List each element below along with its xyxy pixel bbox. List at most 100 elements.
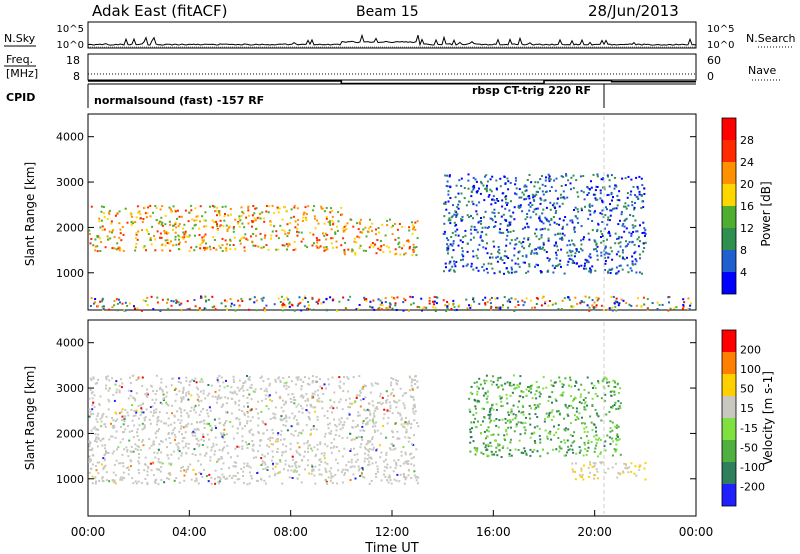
power-point xyxy=(387,246,390,249)
velocity-point xyxy=(203,419,206,422)
power-point xyxy=(594,193,597,196)
power-point xyxy=(239,239,241,242)
power-point xyxy=(119,232,122,235)
power-point xyxy=(505,219,508,222)
velocity-point xyxy=(318,400,321,403)
velocity-point xyxy=(371,443,374,446)
power-point xyxy=(542,241,545,244)
velocity-point xyxy=(170,423,173,426)
power-point xyxy=(529,205,532,208)
power-point xyxy=(384,301,387,303)
date-title: 28/Jun/2013 xyxy=(588,2,679,20)
velocity-point xyxy=(349,479,352,481)
power-point xyxy=(494,297,497,300)
velocity-point xyxy=(343,473,346,476)
velocity-point xyxy=(181,440,184,443)
velocity-point xyxy=(395,461,398,464)
velocity-point xyxy=(99,439,102,442)
power-point xyxy=(584,262,586,265)
velocity-point xyxy=(177,418,180,421)
power-point xyxy=(268,205,271,208)
noise-left-tick-bottom: 10^0 xyxy=(57,40,84,51)
velocity-point xyxy=(338,376,341,379)
velocity-point xyxy=(603,376,606,379)
velocity-point xyxy=(264,397,267,400)
velocity-point xyxy=(385,401,388,404)
power-point xyxy=(96,250,99,253)
power-point xyxy=(243,236,245,239)
power-point xyxy=(489,298,492,301)
power-point xyxy=(451,256,454,259)
power-point xyxy=(296,223,299,226)
velocity-point xyxy=(168,437,171,439)
power-point xyxy=(153,234,155,237)
power-point xyxy=(623,230,626,233)
velocity-point xyxy=(250,386,253,389)
power-point xyxy=(540,234,543,237)
velocity-point xyxy=(239,387,242,390)
power-point xyxy=(379,299,382,302)
velocity-point xyxy=(587,442,590,444)
power-point xyxy=(458,304,461,307)
power-point xyxy=(548,177,550,180)
velocity-point xyxy=(220,433,223,436)
velocity-point xyxy=(197,439,200,442)
power-point xyxy=(560,185,563,187)
power-point xyxy=(320,302,323,305)
power-point xyxy=(574,296,577,299)
velocity-xtick-label: 08:00 xyxy=(273,525,308,539)
velocity-point xyxy=(362,398,365,401)
velocity-point xyxy=(216,396,219,399)
power-point xyxy=(502,304,504,307)
power-point xyxy=(603,188,606,191)
power-point xyxy=(591,220,594,222)
velocity-point xyxy=(346,436,349,439)
velocity-point xyxy=(331,482,334,485)
velocity-point xyxy=(316,399,319,402)
velocity-point xyxy=(126,450,129,453)
velocity-point xyxy=(199,421,201,424)
power-point xyxy=(485,267,488,270)
velocity-point xyxy=(474,405,477,408)
velocity-point xyxy=(550,438,553,441)
velocity-point xyxy=(370,457,373,460)
velocity-point xyxy=(146,482,149,484)
power-point xyxy=(633,243,636,246)
power-point xyxy=(533,252,536,255)
power-point xyxy=(493,272,496,275)
power-point xyxy=(461,215,464,218)
velocity-point xyxy=(518,400,521,403)
velocity-point xyxy=(179,381,182,384)
velocity-point xyxy=(98,479,101,482)
power-point xyxy=(293,240,296,243)
velocity-point xyxy=(263,479,266,482)
velocity-point xyxy=(580,469,583,472)
power-point xyxy=(637,236,640,239)
velocity-point xyxy=(366,408,369,411)
power-point xyxy=(491,175,494,178)
power-point xyxy=(513,254,516,257)
velocity-point xyxy=(369,412,372,415)
velocity-point xyxy=(341,426,344,429)
velocity-point xyxy=(105,384,108,387)
power-point xyxy=(573,230,576,233)
velocity-point xyxy=(90,413,93,416)
power-point xyxy=(358,247,361,250)
power-point xyxy=(565,174,568,177)
velocity-point xyxy=(573,431,576,434)
power-point xyxy=(376,239,379,241)
velocity-point xyxy=(112,419,115,422)
velocity-point xyxy=(178,481,181,484)
velocity-point xyxy=(214,390,217,393)
power-point xyxy=(225,300,228,303)
velocity-point xyxy=(301,396,304,399)
velocity-point xyxy=(257,431,260,434)
velocity-point xyxy=(160,451,163,454)
velocity-point xyxy=(293,396,296,399)
velocity-point xyxy=(197,395,200,398)
velocity-point xyxy=(361,422,364,425)
power-point xyxy=(461,241,464,244)
power-point xyxy=(618,302,621,305)
velocity-point xyxy=(121,453,124,456)
velocity-point xyxy=(404,478,407,481)
